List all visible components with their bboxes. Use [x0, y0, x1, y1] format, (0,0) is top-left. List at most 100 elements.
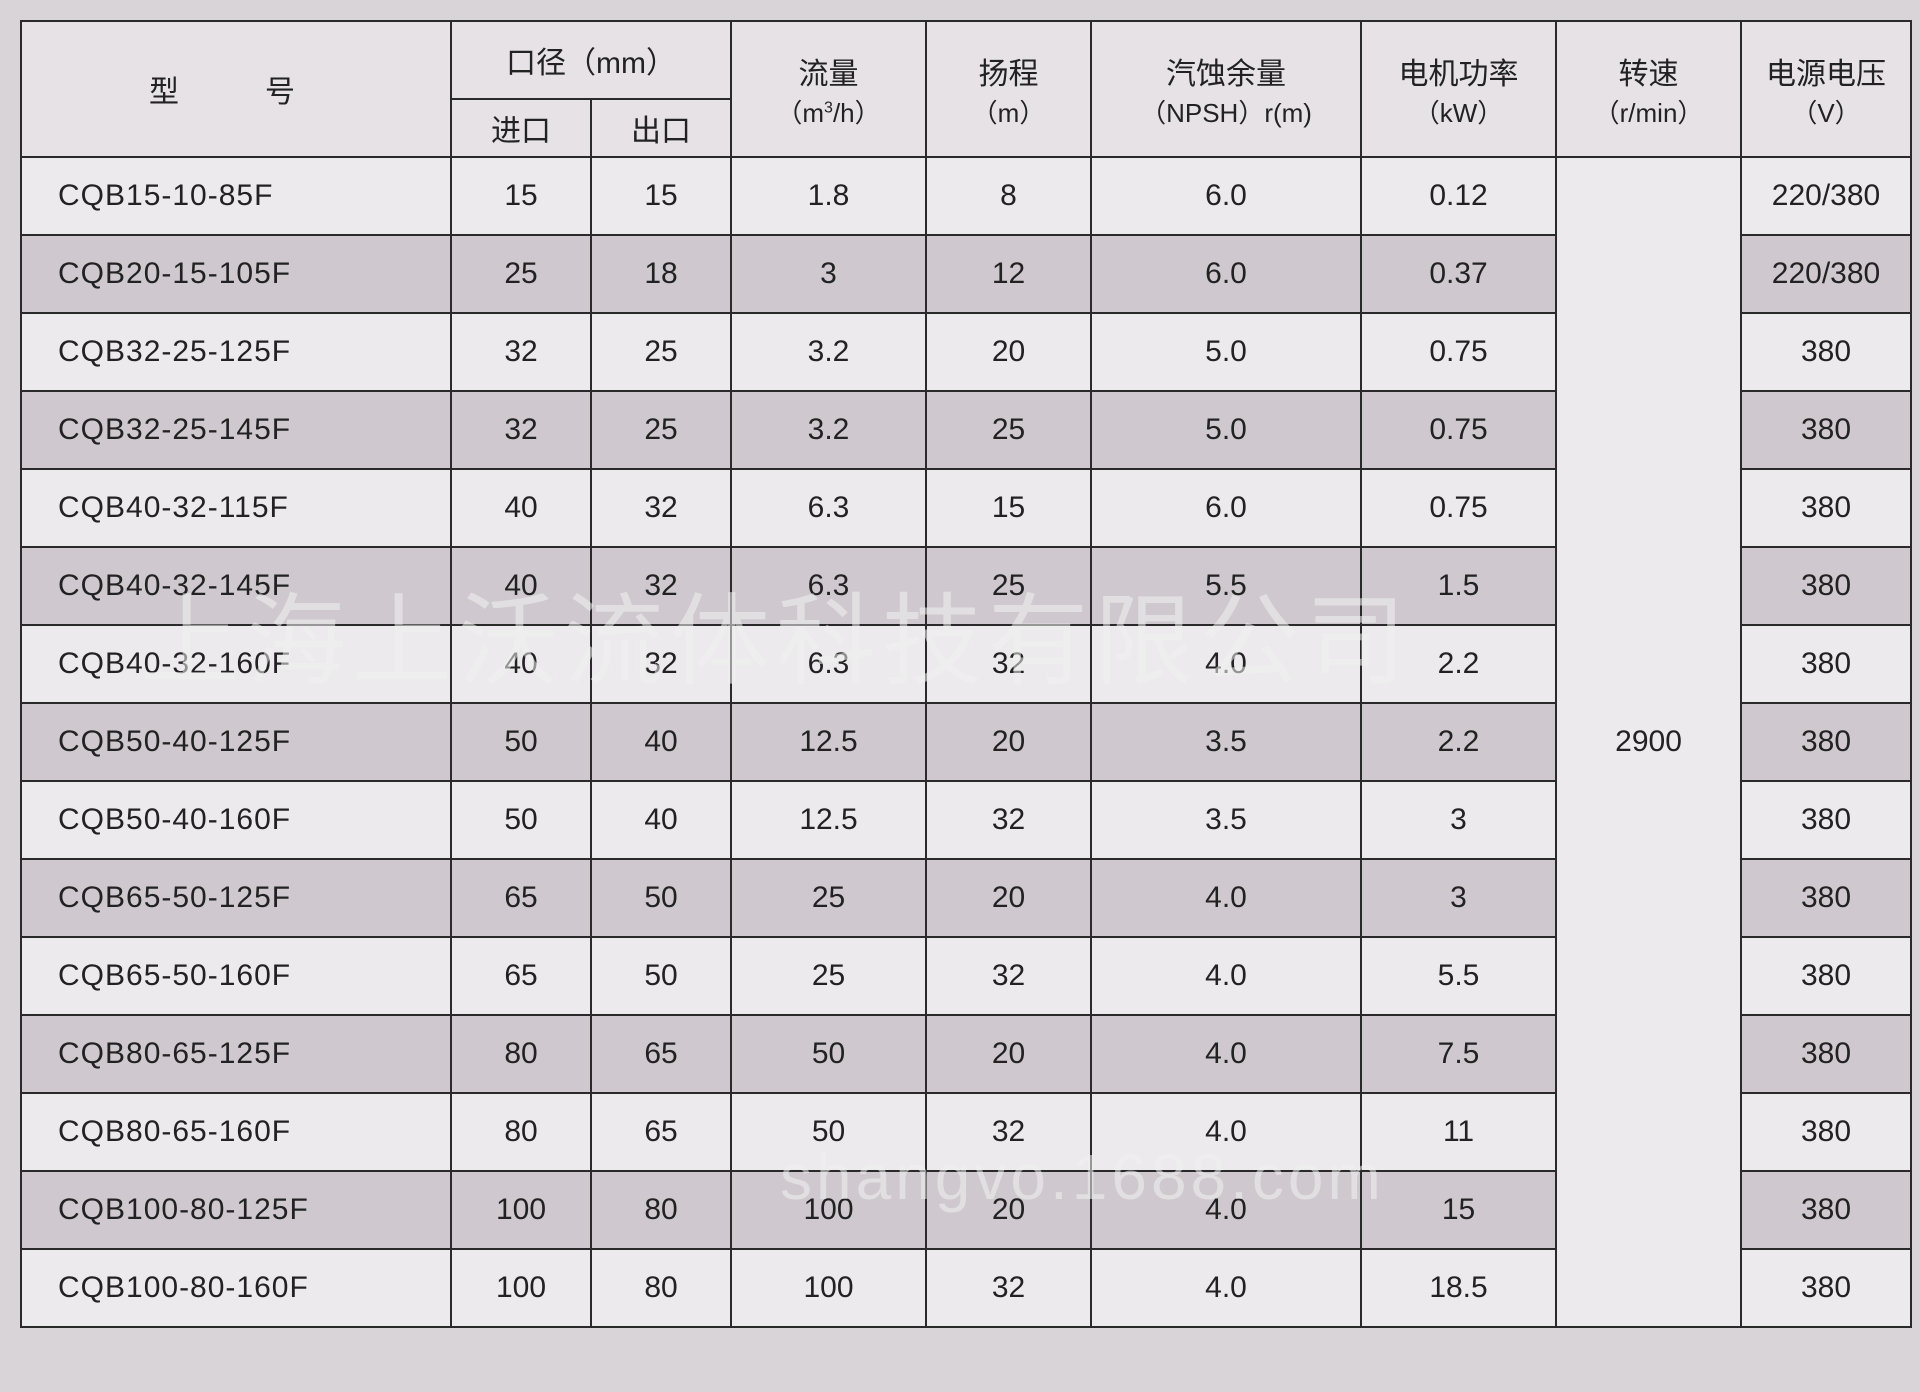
col-diameter-group: 口径（mm） [451, 21, 731, 99]
col-speed: 转速（r/min） [1556, 21, 1741, 157]
table-cell: 380 [1741, 1249, 1911, 1327]
table-cell: 40 [451, 625, 591, 703]
table-cell: 25 [731, 937, 926, 1015]
spec-table-container: 型 号 口径（mm） 流量 （m3/h） 扬程（m） 汽蚀余量（NPSH）r(m… [20, 20, 1900, 1328]
table-cell: 380 [1741, 859, 1911, 937]
table-cell: 380 [1741, 1015, 1911, 1093]
table-cell: 4.0 [1091, 1093, 1361, 1171]
table-cell: 380 [1741, 391, 1911, 469]
table-cell: 11 [1361, 1093, 1556, 1171]
table-cell: 380 [1741, 469, 1911, 547]
table-cell: 6.0 [1091, 157, 1361, 235]
table-row: CQB15-10-85F15151.886.00.122900220/380 [21, 157, 1911, 235]
table-cell: 380 [1741, 937, 1911, 1015]
speed-cell: 2900 [1556, 157, 1741, 1327]
table-cell: CQB32-25-125F [21, 313, 451, 391]
col-head: 扬程（m） [926, 21, 1091, 157]
table-cell: 6.3 [731, 547, 926, 625]
col-npsh: 汽蚀余量（NPSH）r(m) [1091, 21, 1361, 157]
col-voltage: 电源电压（V） [1741, 21, 1911, 157]
table-cell: 20 [926, 313, 1091, 391]
table-cell: 3.2 [731, 313, 926, 391]
table-cell: CQB20-15-105F [21, 235, 451, 313]
table-cell: 15 [926, 469, 1091, 547]
table-cell: 2.2 [1361, 703, 1556, 781]
spec-table: 型 号 口径（mm） 流量 （m3/h） 扬程（m） 汽蚀余量（NPSH）r(m… [20, 20, 1912, 1328]
table-cell: 50 [591, 937, 731, 1015]
table-cell: 380 [1741, 781, 1911, 859]
table-cell: 65 [451, 937, 591, 1015]
table-cell: 80 [591, 1249, 731, 1327]
table-cell: 6.0 [1091, 469, 1361, 547]
table-cell: 65 [591, 1093, 731, 1171]
table-cell: CQB40-32-160F [21, 625, 451, 703]
table-cell: 100 [731, 1171, 926, 1249]
table-cell: 100 [731, 1249, 926, 1327]
table-cell: CQB50-40-125F [21, 703, 451, 781]
table-cell: 6.3 [731, 469, 926, 547]
table-cell: 8 [926, 157, 1091, 235]
table-cell: CQB40-32-115F [21, 469, 451, 547]
table-cell: 32 [591, 547, 731, 625]
table-cell: 32 [926, 937, 1091, 1015]
table-cell: 3.2 [731, 391, 926, 469]
col-model: 型 号 [21, 21, 451, 157]
table-cell: 40 [591, 781, 731, 859]
table-cell: 220/380 [1741, 157, 1911, 235]
table-cell: 4.0 [1091, 1249, 1361, 1327]
table-cell: 20 [926, 1015, 1091, 1093]
table-cell: 100 [451, 1171, 591, 1249]
table-cell: 15 [451, 157, 591, 235]
col-flow: 流量 （m3/h） [731, 21, 926, 157]
table-cell: 32 [926, 781, 1091, 859]
table-cell: 4.0 [1091, 1171, 1361, 1249]
table-cell: 25 [591, 313, 731, 391]
table-cell: 25 [451, 235, 591, 313]
table-cell: 0.12 [1361, 157, 1556, 235]
table-cell: 25 [926, 391, 1091, 469]
table-cell: 380 [1741, 625, 1911, 703]
table-cell: 32 [591, 625, 731, 703]
table-cell: 0.37 [1361, 235, 1556, 313]
table-cell: CQB32-25-145F [21, 391, 451, 469]
table-cell: 50 [451, 703, 591, 781]
table-cell: 32 [451, 391, 591, 469]
table-cell: 4.0 [1091, 937, 1361, 1015]
table-cell: 380 [1741, 1171, 1911, 1249]
table-cell: 4.0 [1091, 1015, 1361, 1093]
table-cell: 3.5 [1091, 781, 1361, 859]
table-cell: 3.5 [1091, 703, 1361, 781]
table-cell: 65 [451, 859, 591, 937]
table-cell: 32 [926, 625, 1091, 703]
table-cell: 0.75 [1361, 391, 1556, 469]
table-cell: 80 [451, 1015, 591, 1093]
table-cell: 32 [451, 313, 591, 391]
table-cell: 5.0 [1091, 313, 1361, 391]
table-cell: 25 [731, 859, 926, 937]
table-cell: 5.5 [1091, 547, 1361, 625]
table-cell: 12.5 [731, 781, 926, 859]
table-cell: 0.75 [1361, 469, 1556, 547]
col-power: 电机功率（kW） [1361, 21, 1556, 157]
table-cell: 20 [926, 703, 1091, 781]
table-cell: CQB15-10-85F [21, 157, 451, 235]
table-cell: CQB65-50-125F [21, 859, 451, 937]
table-cell: 80 [451, 1093, 591, 1171]
table-cell: 380 [1741, 1093, 1911, 1171]
table-cell: 3 [1361, 781, 1556, 859]
col-outlet: 出口 [591, 99, 731, 157]
table-cell: 40 [451, 547, 591, 625]
table-cell: 20 [926, 1171, 1091, 1249]
table-cell: 6.3 [731, 625, 926, 703]
table-cell: 12 [926, 235, 1091, 313]
table-cell: CQB80-65-160F [21, 1093, 451, 1171]
table-cell: 65 [591, 1015, 731, 1093]
table-cell: CQB100-80-125F [21, 1171, 451, 1249]
table-cell: CQB80-65-125F [21, 1015, 451, 1093]
table-cell: 15 [591, 157, 731, 235]
table-cell: 5.5 [1361, 937, 1556, 1015]
table-cell: 3 [1361, 859, 1556, 937]
table-cell: 18 [591, 235, 731, 313]
table-cell: 15 [1361, 1171, 1556, 1249]
table-cell: 3 [731, 235, 926, 313]
